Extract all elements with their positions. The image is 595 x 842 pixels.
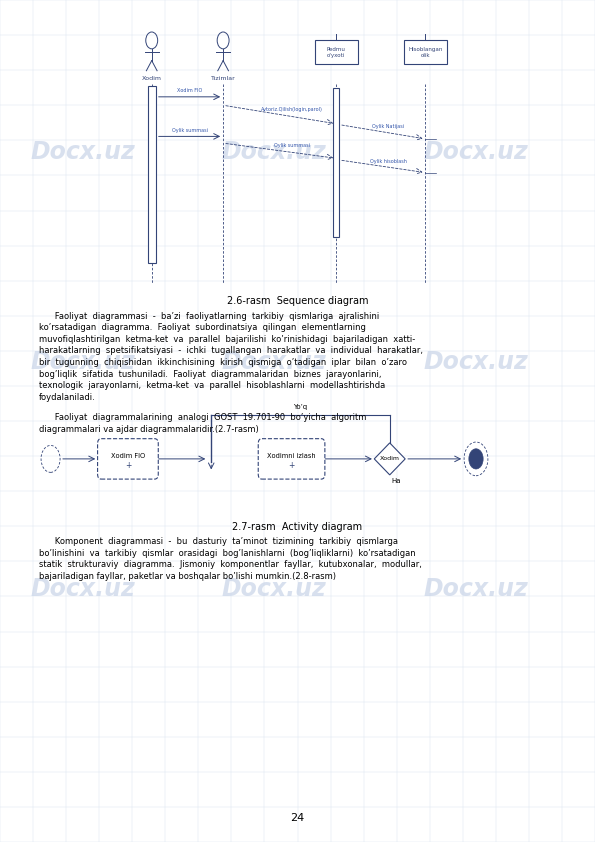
Text: Ha: Ha — [392, 478, 401, 484]
Text: Xodimni izlash: Xodimni izlash — [267, 452, 316, 459]
Text: Docx.uz: Docx.uz — [31, 578, 136, 601]
Text: Docx.uz: Docx.uz — [221, 350, 326, 374]
Text: bir  tugunning  chiqishidan  ikkinchisining  kirish  qismiga  o’tadigan  iplar  : bir tugunning chiqishidan ikkinchisining… — [39, 358, 406, 367]
FancyBboxPatch shape — [258, 439, 325, 479]
Text: Xodim: Xodim — [380, 456, 400, 461]
Text: Avtoriz.Qilish(login,parol): Avtoriz.Qilish(login,parol) — [261, 107, 322, 112]
Text: Xodim: Xodim — [142, 76, 162, 81]
Text: Pedmu
o'yxoti: Pedmu o'yxoti — [327, 47, 346, 57]
Text: 24: 24 — [290, 813, 305, 823]
Text: Yo’q: Yo’q — [293, 404, 308, 410]
FancyBboxPatch shape — [315, 40, 358, 64]
Text: +: + — [289, 461, 295, 470]
Circle shape — [469, 449, 483, 469]
Text: muvofiqlashtirilgan  ketma-ket  va  parallel  bajarilishi  ko’rinishidagi  bajar: muvofiqlashtirilgan ketma-ket va paralle… — [39, 335, 415, 344]
Text: Hisoblangan
olik: Hisoblangan olik — [408, 47, 443, 57]
Text: diagrammalari va ajdar diagrammalaridir.(2.7-rasm): diagrammalari va ajdar diagrammalaridir.… — [39, 424, 258, 434]
Text: Docx.uz: Docx.uz — [424, 350, 528, 374]
Text: 2.6-rasm  Sequence diagram: 2.6-rasm Sequence diagram — [227, 296, 368, 306]
FancyBboxPatch shape — [98, 439, 158, 479]
FancyBboxPatch shape — [333, 88, 339, 237]
Text: Faoliyat  diagrammasi  -  ba’zi  faoliyatlarning  tarkibiy  qismlariga  ajralish: Faoliyat diagrammasi - ba’zi faoliyatlar… — [39, 312, 379, 321]
Text: 2.7-rasm  Activity diagram: 2.7-rasm Activity diagram — [233, 522, 362, 532]
Text: Docx.uz: Docx.uz — [31, 350, 136, 374]
Text: ko’rsatadigan  diagramma.  Faoliyat  subordinatsiya  qilingan  elementlarning: ko’rsatadigan diagramma. Faoliyat subord… — [39, 323, 365, 332]
FancyBboxPatch shape — [148, 86, 156, 263]
Text: Docx.uz: Docx.uz — [424, 140, 528, 163]
Text: Tizimlar: Tizimlar — [211, 76, 236, 81]
Text: +: + — [125, 461, 131, 470]
Text: statik  strukturaviy  diagramma.  Jismoniy  komponentlar  fayllar,  kutubxonalar: statik strukturaviy diagramma. Jismoniy … — [39, 561, 421, 569]
Text: Docx.uz: Docx.uz — [31, 140, 136, 163]
Text: texnologik  jarayonlarni,  ketma-ket  va  parallel  hisoblashlarni  modellashtir: texnologik jarayonlarni, ketma-ket va pa… — [39, 381, 385, 390]
Text: harakatlarning  spetsifikatsiyasi  -  ichki  tugallangan  harakatlar  va  indivi: harakatlarning spetsifikatsiyasi - ichki… — [39, 346, 422, 355]
Text: Oylik Natijasi: Oylik Natijasi — [372, 125, 404, 130]
Text: Oylik summasi: Oylik summasi — [274, 143, 309, 148]
Text: Xodim FIO: Xodim FIO — [177, 88, 202, 93]
Text: bajariladigan fayllar, paketlar va boshqalar bo’lishi mumkin.(2.8-rasm): bajariladigan fayllar, paketlar va boshq… — [39, 572, 336, 581]
Text: Docx.uz: Docx.uz — [424, 578, 528, 601]
Text: Oylik summasi: Oylik summasi — [171, 128, 208, 133]
Text: foydalaniladi.: foydalaniladi. — [39, 393, 95, 402]
Text: Faoliyat  diagrammalarining  analogi  GOST  19.701-90  bo’yicha  algoritm: Faoliyat diagrammalarining analogi GOST … — [39, 413, 366, 422]
Polygon shape — [374, 443, 405, 475]
Text: Xodim FIO: Xodim FIO — [111, 452, 145, 459]
Text: bog’liqlik  sifatida  tushuniladi.  Faoliyat  diagrammalaridan  biznes  jarayonl: bog’liqlik sifatida tushuniladi. Faoliya… — [39, 370, 381, 379]
Text: Docx.uz: Docx.uz — [221, 140, 326, 163]
Text: Docx.uz: Docx.uz — [221, 578, 326, 601]
Text: Oylik hisoblash: Oylik hisoblash — [370, 159, 406, 164]
Text: Komponent  diagrammasi  -  bu  dasturiy  ta’minot  tizimining  tarkibiy  qismlar: Komponent diagrammasi - bu dasturiy ta’m… — [39, 537, 397, 546]
FancyBboxPatch shape — [404, 40, 447, 64]
Text: bo’linishini  va  tarkibiy  qismlar  orasidagi  bog’lanishlarni  (bog’liqliklarn: bo’linishini va tarkibiy qismlar orasida… — [39, 549, 415, 557]
